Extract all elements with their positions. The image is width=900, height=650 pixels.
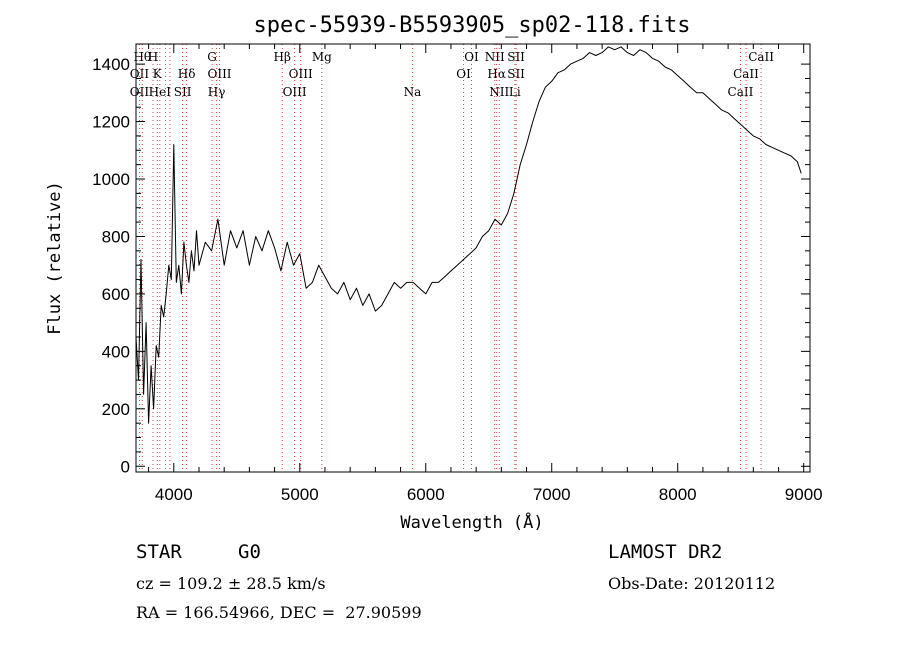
line-marker-label: Na — [404, 85, 422, 99]
y-tick-label: 1200 — [92, 113, 130, 132]
y-tick-label: 200 — [102, 400, 130, 419]
x-tick-label: 6000 — [407, 485, 445, 504]
x-tick-label: 8000 — [659, 485, 697, 504]
line-marker-label: HeI — [149, 85, 172, 99]
y-tick-label: 600 — [102, 285, 130, 304]
line-marker-label: OII — [130, 85, 150, 99]
plot-frame — [135, 43, 811, 473]
y-tick-label: 400 — [102, 342, 130, 361]
line-marker-label: CaII — [728, 85, 754, 99]
survey-name: LAMOST DR2 — [608, 541, 723, 563]
subclass: G0 — [238, 541, 261, 563]
y-tick-label: 1400 — [92, 55, 130, 74]
line-marker-label: Hδ — [178, 67, 196, 81]
line-marker-label: OIII — [289, 67, 313, 81]
spectrum-line-0 — [135, 46, 802, 424]
line-marker-label: Li — [509, 85, 521, 99]
line-marker-label: SII — [507, 67, 525, 81]
line-marker-label: OI — [456, 67, 471, 81]
line-marker-label: OIII — [283, 85, 307, 99]
ra-dec: RA = 166.54966, DEC = 27.90599 — [136, 603, 422, 622]
object-type: STAR — [136, 541, 182, 563]
line-marker-label: G — [207, 50, 217, 64]
obs-date: Obs-Date: 20120112 — [608, 574, 776, 593]
y-tick-label: 1000 — [92, 170, 130, 189]
line-marker-label: SII — [507, 50, 525, 64]
line-marker-label: OIII — [207, 67, 231, 81]
line-marker-label: Hβ — [274, 50, 291, 64]
line-marker-label: CaII — [733, 67, 759, 81]
series-group — [135, 46, 802, 424]
line-marker-label: Mg — [312, 50, 332, 64]
x-tick-label: 4000 — [155, 485, 193, 504]
spectrum-plot: spec-55939-B5593905_sp02-118.fits OII OII… — [45, 13, 823, 533]
line-marker-label: OI — [464, 50, 479, 64]
y-tick-label: 800 — [102, 227, 130, 246]
line-marker-label: Hγ — [208, 85, 226, 99]
line-marker-label: NII — [485, 50, 505, 64]
x-tick-label: 9000 — [785, 485, 823, 504]
line-marker-label: Hα — [487, 67, 506, 81]
line-marker-label: H — [148, 50, 158, 64]
line-marker-label: OII — [130, 67, 150, 81]
line-marker-label: NII — [489, 85, 509, 99]
x-tick-label: 5000 — [281, 485, 319, 504]
x-axis-label: Wavelength (Å) — [400, 511, 543, 533]
x-tick-label: 7000 — [533, 485, 571, 504]
y-axis-label: Flux (relative) — [45, 181, 65, 335]
y-axis-ticks: 0 200 400 600 800 1000 1200 1400 — [92, 55, 810, 476]
y-tick-label: 0 — [121, 457, 130, 476]
line-marker-label: CaII — [748, 50, 774, 64]
redshift-cz: cz = 109.2 ± 28.5 km/s — [136, 574, 326, 593]
chart-title: spec-55939-B5593905_sp02-118.fits — [253, 13, 690, 38]
line-marker-label: Hθ — [133, 50, 151, 64]
line-marker-label: K — [153, 67, 163, 81]
x-axis-ticks: 4000 5000 6000 7000 8000 9000 — [148, 44, 823, 504]
line-marker-label: SII — [174, 85, 192, 99]
